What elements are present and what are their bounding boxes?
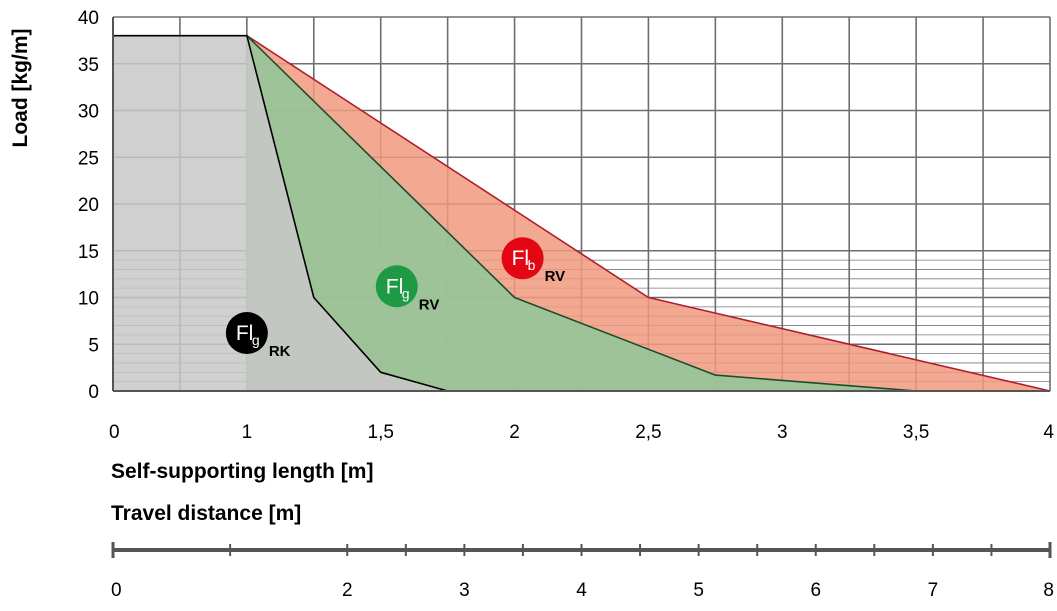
badge-suffix: RK — [269, 343, 291, 360]
scale-tick-label: 3 — [459, 580, 470, 601]
y-tick-label: 35 — [78, 55, 99, 76]
x-tick-label: 1,5 — [368, 422, 394, 443]
y-tick-label: 30 — [78, 102, 99, 123]
badge-circle — [375, 265, 418, 308]
y-tick-label: 10 — [78, 289, 99, 310]
scale-tick-label: 0 — [111, 580, 122, 601]
scale-axis-title: Travel distance [m] — [111, 502, 301, 525]
x-tick-label: 0 — [109, 422, 120, 443]
y-tick-label: 40 — [78, 8, 99, 29]
x-tick-label: 4 — [1043, 422, 1054, 443]
badge-suffix: RV — [419, 296, 440, 313]
line-flg-rk — [113, 34, 448, 392]
badge-label: Fl — [236, 322, 254, 345]
scale-tick-label: 2 — [342, 580, 353, 601]
badge-subscript: g — [402, 285, 410, 301]
y-axis-title: Load [kg/m] — [9, 29, 32, 148]
series-badge: Flb RV — [501, 237, 566, 285]
x-tick-label: 3,5 — [903, 422, 929, 443]
badge-circle — [501, 237, 544, 280]
x-tick-label: 2 — [509, 422, 520, 443]
series-badge: Flg RV — [375, 265, 440, 313]
scale-tick-label: 5 — [693, 580, 704, 601]
y-tick-label: 15 — [78, 242, 99, 263]
area-flg-rk — [113, 35, 448, 391]
x-tick-label: 2,5 — [635, 422, 661, 443]
badge-suffix: RV — [545, 268, 566, 285]
x-axis-title: Self-supporting length [m] — [111, 460, 373, 483]
scale-tick-label: 8 — [1043, 580, 1054, 601]
y-tick-label: 20 — [78, 195, 99, 216]
scale-tick-label: 7 — [928, 580, 939, 601]
line-flb-rv — [246, 35, 1051, 392]
badge-subscript: b — [528, 257, 536, 273]
plot-frame — [112, 17, 1050, 392]
badge-circle — [225, 312, 268, 355]
y-tick-label: 5 — [88, 335, 99, 356]
travel-distance-scale: 0 2 3 4 5 6 7 8 — [111, 542, 1054, 601]
badge-label: Fl — [386, 275, 404, 298]
x-tick-label: 1 — [242, 422, 253, 443]
scale-tick-label: 4 — [576, 580, 587, 601]
y-tick-label: 25 — [78, 148, 99, 169]
badge-subscript: g — [252, 332, 260, 348]
x-tick-label: 3 — [777, 422, 788, 443]
y-tick-label: 0 — [88, 382, 99, 403]
area-flg-rv — [246, 35, 917, 391]
series-areas — [113, 34, 1051, 392]
scale-tick-label: 6 — [810, 580, 821, 601]
series-badge: Flg RK — [225, 312, 291, 360]
tick-labels: 0 5 10 15 20 25 30 35 40 0 1 1,5 2 2,5 3 3,5 4 — [78, 8, 1055, 443]
badge-label: Fl — [512, 247, 530, 270]
line-flg-rv — [246, 35, 917, 392]
